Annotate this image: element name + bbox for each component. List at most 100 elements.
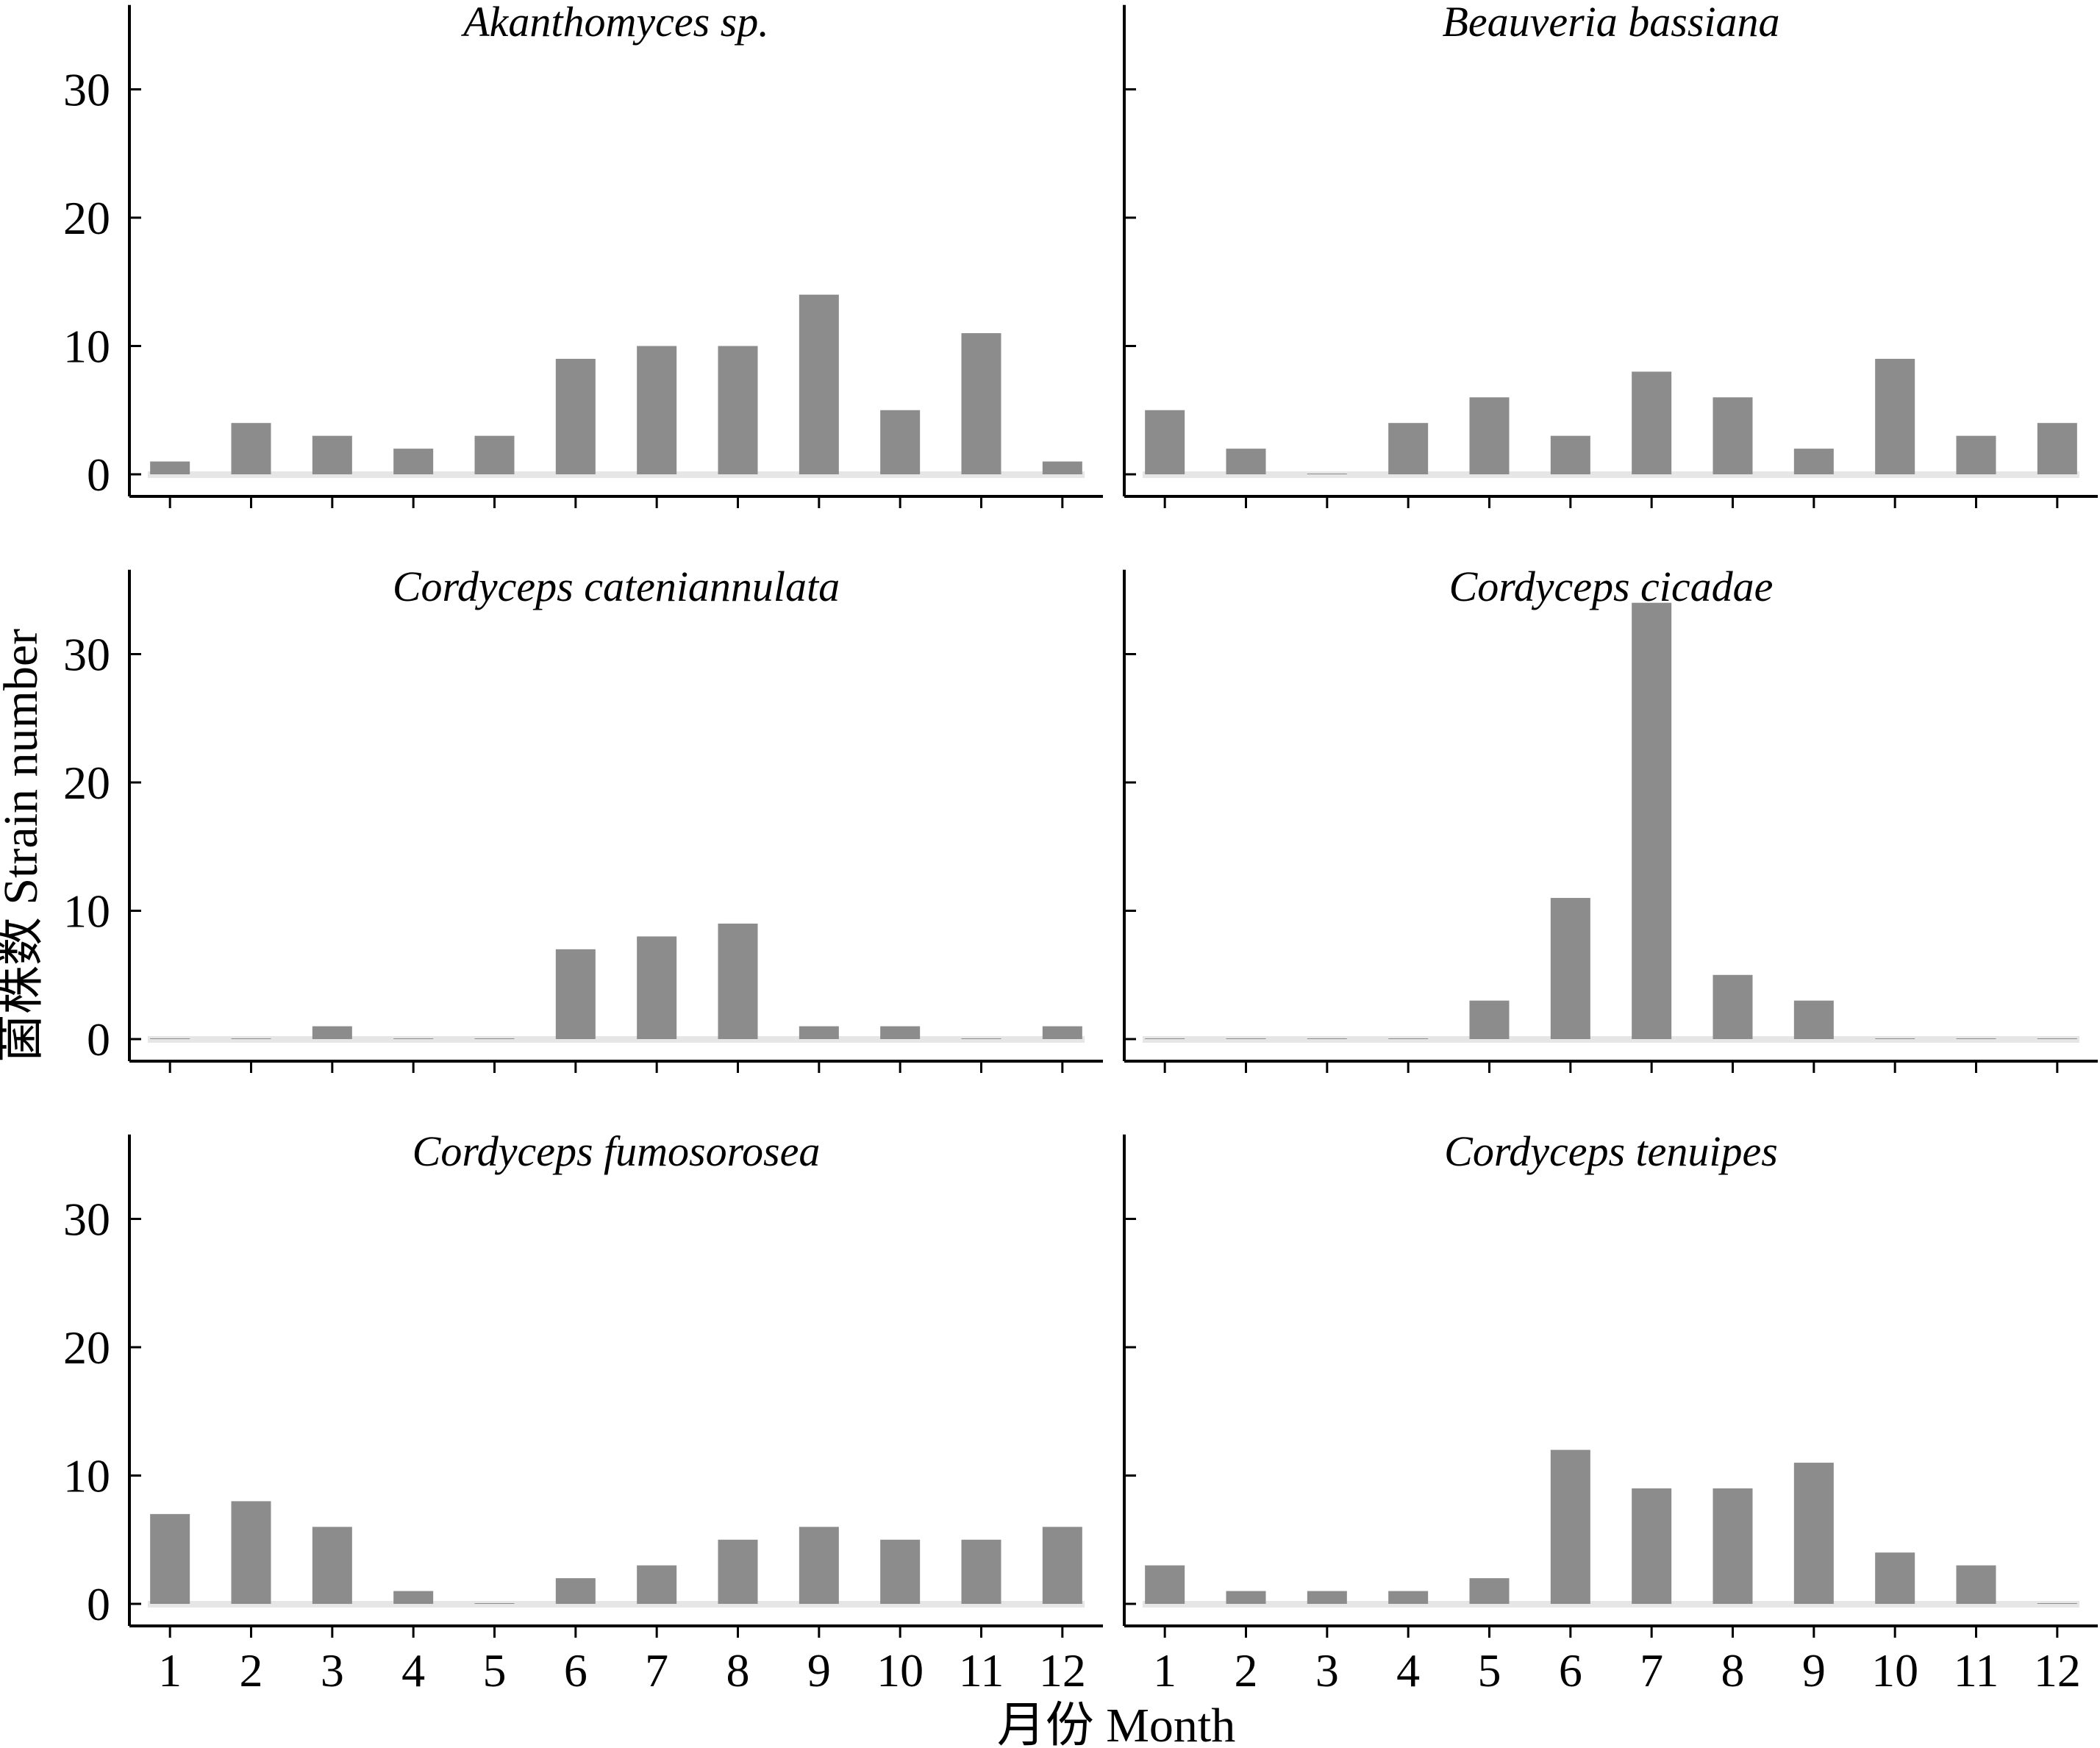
bar-month-9 [1793, 1463, 1834, 1604]
bar-month-2 [1226, 449, 1266, 474]
bar-month-2 [231, 1501, 271, 1604]
panel-title: Beauveria bassiana [1442, 0, 1779, 46]
bar-month-8 [1713, 1488, 1753, 1604]
bar-month-11 [961, 333, 1001, 474]
bar-month-7 [637, 936, 677, 1039]
x-tick-label: 10 [1871, 1644, 1918, 1697]
x-tick-label: 8 [726, 1644, 750, 1697]
bar-month-1 [1145, 1038, 1185, 1039]
y-axis-label: 菌株数 Strain number [0, 629, 48, 1063]
x-tick-label: 7 [645, 1644, 668, 1697]
y-tick-label: 30 [63, 1194, 110, 1246]
zero-baseline [148, 471, 1085, 478]
x-tick-label: 10 [876, 1644, 924, 1697]
bar-month-9 [799, 1026, 839, 1039]
x-tick-label: 6 [1559, 1644, 1582, 1697]
x-tick-label: 5 [1478, 1644, 1501, 1697]
x-tick-label: 4 [1396, 1644, 1420, 1697]
bar-month-11 [961, 1038, 1001, 1039]
bar-month-10 [1875, 1552, 1915, 1604]
y-tick-label: 0 [87, 1013, 110, 1066]
bar-month-6 [1550, 435, 1590, 474]
bar-month-4 [1388, 423, 1429, 474]
panel-title: Cordyceps fumosorosea [413, 1127, 821, 1175]
y-tick-label: 0 [87, 1578, 110, 1630]
x-tick-label: 4 [401, 1644, 425, 1697]
bar-month-7 [1632, 602, 1672, 1039]
bar-month-9 [1793, 449, 1834, 474]
bar-month-2 [1226, 1591, 1266, 1604]
panel-1: 0 10 20 30 Akanthomyces sp. [63, 0, 1103, 508]
bar-month-8 [718, 346, 758, 474]
bar-month-10 [880, 1539, 921, 1604]
bar-month-6 [555, 949, 596, 1039]
y-tick-label: 30 [63, 629, 110, 681]
bar-month-12 [2037, 1603, 2077, 1604]
bar-month-7 [1632, 1488, 1672, 1604]
bar-month-11 [1956, 1565, 1996, 1604]
bar-month-4 [393, 1038, 434, 1039]
bar-month-5 [1469, 1578, 1510, 1604]
x-tick-label: 2 [240, 1644, 263, 1697]
x-tick-label: 11 [1954, 1644, 1999, 1697]
zero-baseline [1143, 1036, 2079, 1043]
bar-month-6 [555, 1578, 596, 1604]
bar-month-6 [1550, 1449, 1590, 1604]
bar-month-2 [231, 1038, 271, 1039]
bar-month-5 [1469, 1000, 1510, 1039]
panel-title: Cordyceps tenuipes [1444, 1127, 1778, 1175]
zero-baseline [1143, 471, 2079, 478]
bar-month-8 [1713, 974, 1753, 1039]
x-tick-label: 1 [158, 1644, 182, 1697]
panel-title: Cordyceps cateniannulata [393, 563, 840, 610]
bar-month-9 [799, 294, 839, 474]
bar-month-1 [1145, 1565, 1185, 1604]
bar-month-3 [1307, 1038, 1347, 1039]
x-tick-label: 5 [483, 1644, 507, 1697]
bar-month-5 [474, 435, 515, 474]
bar-month-4 [1388, 1038, 1429, 1039]
bar-month-6 [555, 358, 596, 474]
bar-month-12 [1042, 1527, 1082, 1604]
panel-2: Beauveria bassiana [1123, 0, 2098, 508]
y-tick-label: 10 [63, 321, 110, 373]
bar-month-5 [474, 1603, 515, 1604]
bar-month-1 [1145, 410, 1185, 474]
y-tick-label: 20 [63, 757, 110, 809]
y-tick-label: 20 [63, 1321, 110, 1374]
bar-month-3 [312, 1527, 352, 1604]
bar-month-12 [2037, 423, 2077, 474]
bar-month-1 [150, 461, 190, 474]
panel-title: Cordyceps cicadae [1449, 563, 1774, 610]
bar-month-5 [474, 1038, 515, 1039]
y-tick-label: 10 [63, 885, 110, 938]
bar-month-7 [637, 1565, 677, 1604]
x-tick-label: 9 [807, 1644, 831, 1697]
x-tick-label: 11 [959, 1644, 1004, 1697]
bar-month-10 [1875, 358, 1915, 474]
panel-title: Akanthomyces sp. [460, 0, 769, 46]
x-tick-label: 3 [1315, 1644, 1339, 1697]
x-tick-label: 6 [564, 1644, 588, 1697]
bar-month-1 [150, 1038, 190, 1039]
zero-baseline [148, 1601, 1085, 1608]
y-tick-label: 30 [63, 64, 110, 116]
zero-baseline [148, 1036, 1085, 1043]
bar-month-8 [1713, 397, 1753, 474]
x-tick-label: 2 [1235, 1644, 1258, 1697]
bar-month-3 [1307, 1591, 1347, 1604]
bar-month-4 [393, 1591, 434, 1604]
y-tick-label: 10 [63, 1450, 110, 1502]
bar-month-8 [718, 1539, 758, 1604]
bar-month-3 [312, 435, 352, 474]
zero-baseline [1143, 1601, 2079, 1608]
x-tick-label: 1 [1153, 1644, 1176, 1697]
bar-month-4 [1388, 1591, 1429, 1604]
x-tick-label: 3 [321, 1644, 344, 1697]
x-tick-label: 7 [1640, 1644, 1663, 1697]
bar-month-9 [799, 1527, 839, 1604]
bar-month-11 [1956, 435, 1996, 474]
